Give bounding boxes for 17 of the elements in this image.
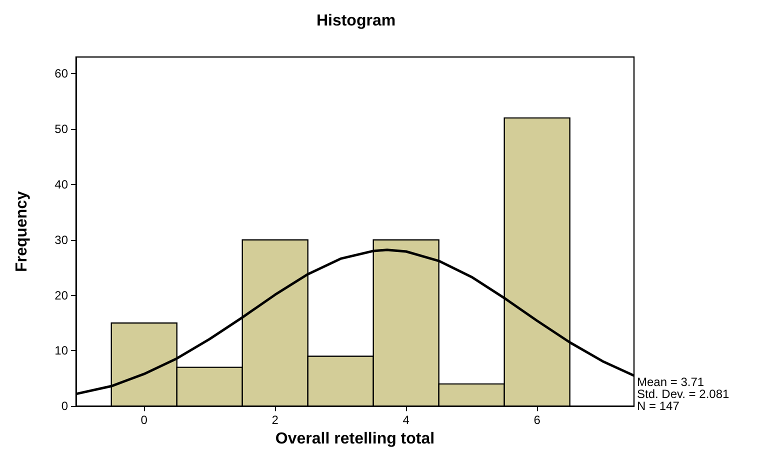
y-axis-title: Frequency — [14, 190, 30, 272]
text: Std. Dev. = 2.081 — [637, 387, 730, 401]
y-tick-label: 10 — [54, 344, 68, 358]
y-tick-label: 40 — [54, 177, 68, 192]
text: N = 147 — [637, 399, 680, 413]
y-tick-label: 50 — [54, 122, 68, 136]
x-tick-label: 6 — [534, 413, 541, 428]
text: Mean = 3.71 — [637, 375, 704, 389]
x-axis-title: Overall retelling total — [275, 430, 435, 448]
x-tick-label: 4 — [402, 413, 410, 428]
x-tick-label: 0 — [140, 413, 148, 428]
y-tick-label: 20 — [54, 288, 68, 302]
y-tick-label: 60 — [54, 66, 68, 81]
chart-title: Histogram — [316, 12, 396, 30]
y-tick-label: 30 — [54, 232, 68, 247]
y-tick-label: 0 — [61, 399, 68, 414]
x-tick-label: 2 — [272, 413, 279, 428]
